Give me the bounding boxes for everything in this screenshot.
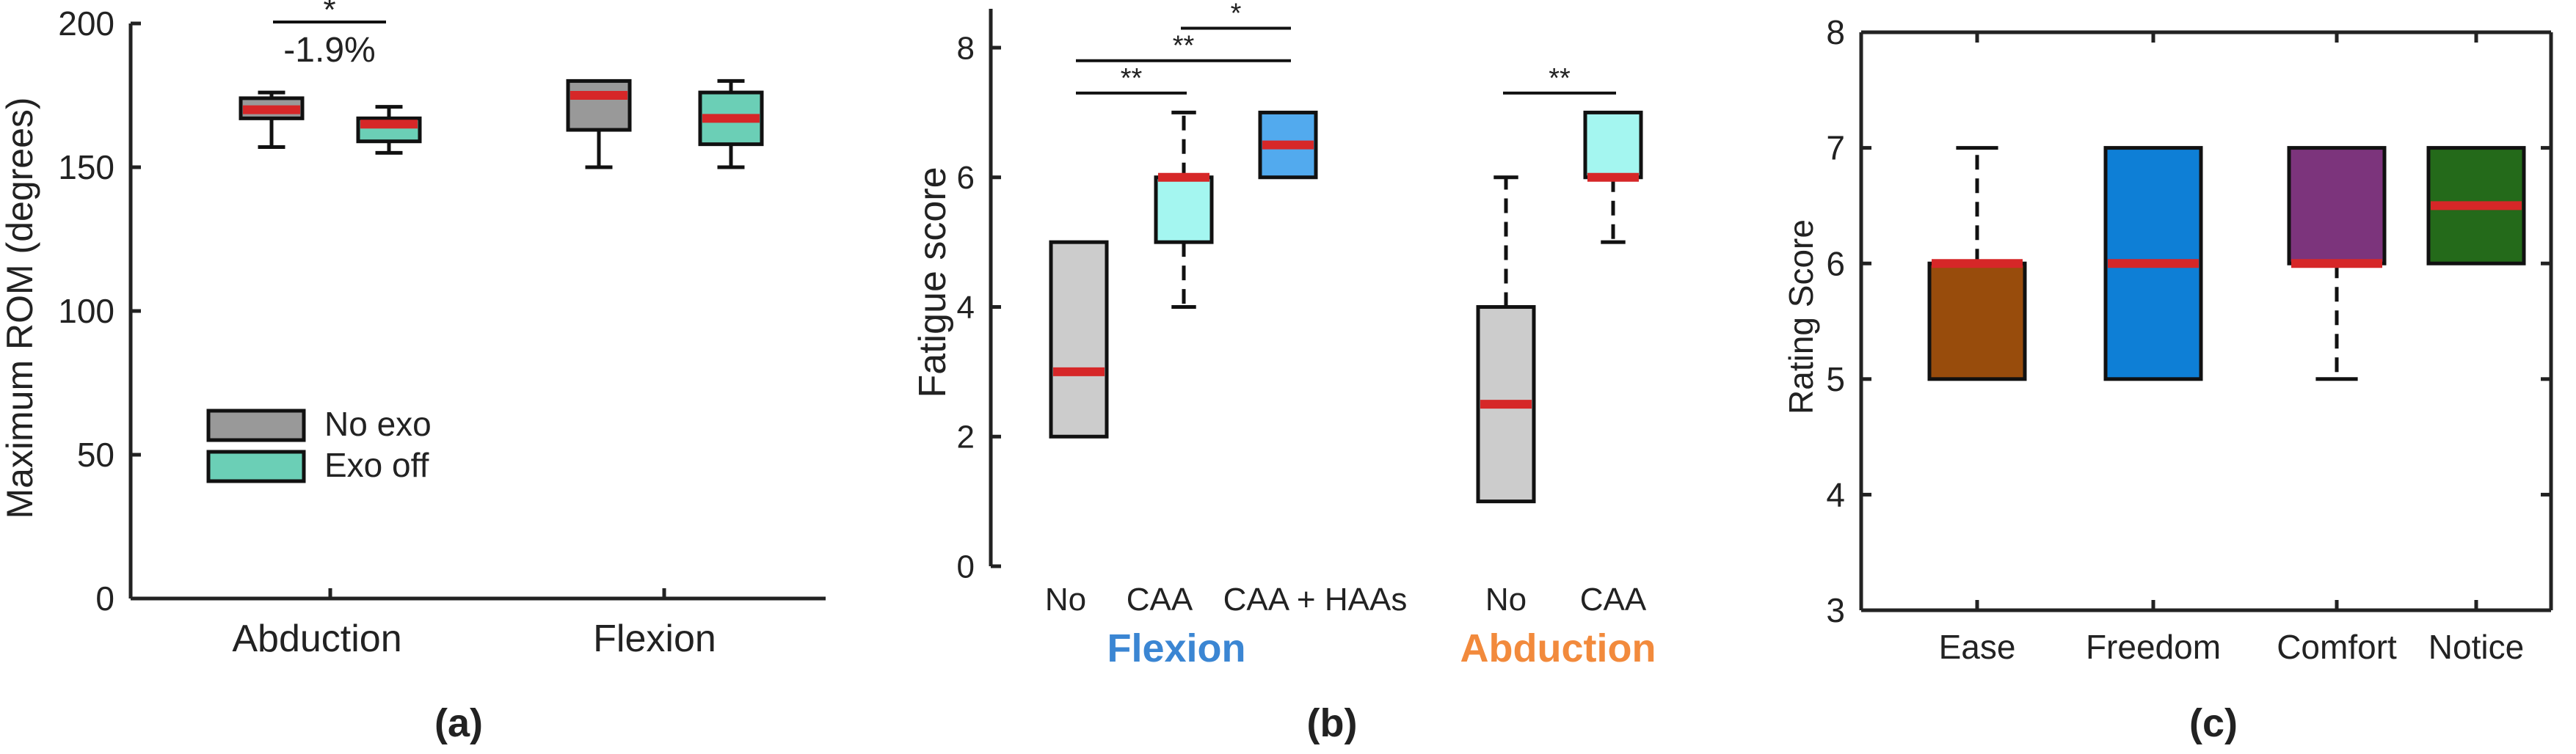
panel-c-xtick-notice: Notice	[2428, 628, 2524, 666]
panel-b-box-0-box	[1049, 240, 1109, 439]
panel-b-box-4-box	[1583, 110, 1643, 180]
panel-b-ytick-label: 8	[957, 30, 975, 66]
panel-c-comfort-box	[2287, 146, 2387, 266]
panel-c-xtick-freedom: Freedom	[2086, 628, 2221, 666]
panel-a-ytick-label: 100	[58, 292, 114, 330]
significance-stars-1: **	[1173, 31, 1195, 62]
panel-b-ytick-label: 4	[957, 290, 975, 326]
panel-a-legend: No exo Exo off	[206, 405, 432, 484]
panel-a-significance-stars: *	[323, 0, 335, 28]
panel-c-xtick-comfort: Comfort	[2277, 628, 2397, 666]
panel-b-group-flexion: Flexion	[1107, 626, 1245, 670]
panel-a: 0 50 100 150 200 Maximum ROM (degrees) Abduc…	[0, 0, 826, 745]
panel-a-xtick-abduction: Abduction	[232, 618, 401, 660]
panel-c-boxes	[1927, 146, 2526, 381]
legend-swatch-exo-off	[206, 450, 306, 483]
panel-c-ytick-label: 7	[1826, 129, 1845, 167]
panel-b-xtick-abduction-caa: CAA	[1580, 582, 1647, 618]
legend-swatch-no-exo	[206, 409, 306, 442]
panel-b-box-1-box	[1154, 175, 1214, 244]
significance-stars-2: *	[1231, 0, 1242, 29]
panel-c-ytick-label: 6	[1826, 244, 1845, 282]
panel-b-xtick-flexion-caa-haas: CAA + HAAs	[1223, 582, 1408, 618]
panel-b-label: (b)	[1307, 701, 1358, 745]
panel-a-xtick-flexion: Flexion	[593, 618, 716, 660]
panel-a-label: (a)	[434, 701, 483, 745]
panel-b-xtick-flexion-no: No	[1045, 582, 1086, 618]
significance-stars-0: **	[1121, 63, 1143, 94]
panel-b-ytick-label: 0	[957, 549, 975, 585]
panel-b-xtick-abduction-no: No	[1485, 582, 1527, 618]
legend-label-no-exo: No exo	[324, 405, 432, 443]
panel-c-ytick-label: 8	[1826, 13, 1845, 51]
panel-a-ytick-label: 200	[58, 4, 114, 43]
legend-label-exo-off: Exo off	[324, 446, 429, 484]
panel-a-no-exo-box	[566, 78, 632, 132]
panel-b-group-abduction: Abduction	[1460, 626, 1656, 670]
panel-c-ytick-label: 5	[1826, 360, 1845, 398]
panel-b-ytick-label: 2	[957, 420, 975, 455]
panel-c-ease-box	[1927, 261, 2027, 381]
significance-stars-3: **	[1549, 63, 1571, 94]
panel-b-boxes	[1049, 110, 1643, 504]
panel-a-ytick-label: 150	[58, 148, 114, 186]
panel-b-ylabel: Fatigue score	[912, 166, 954, 398]
panel-c-ytick-label: 4	[1826, 476, 1845, 514]
panel-a-ytick-label: 50	[77, 436, 114, 474]
panel-a-ytick-label: 0	[95, 579, 114, 618]
panel-a-axes: 0 50 100 150 200	[58, 4, 826, 618]
panel-a-exo-off-box	[356, 116, 422, 144]
panel-a-ylabel: Maximum ROM (degrees)	[0, 97, 40, 519]
panel-c-label: (c)	[2189, 701, 2238, 745]
panel-c-axes: 3 4 5 6 7 8	[1826, 13, 2553, 629]
panel-a-boxes	[239, 78, 764, 169]
panel-c: 3 4 5 6 7 8 Rating Score Ease Freedom Comfort…	[1782, 13, 2553, 745]
panel-b-significance: *******	[1076, 0, 1616, 95]
panel-c-xtick-ease: Ease	[1939, 628, 2016, 666]
panel-a-significance-percent: -1.9%	[283, 31, 375, 70]
panel-c-ytick-label: 3	[1826, 591, 1845, 629]
panel-b-ytick-label: 6	[957, 160, 975, 196]
panel-c-ylabel: Rating Score	[1782, 219, 1820, 414]
panel-b-xtick-flexion-caa: CAA	[1127, 582, 1193, 618]
panel-b-axes: 0 2 4 6 8	[957, 9, 1001, 585]
